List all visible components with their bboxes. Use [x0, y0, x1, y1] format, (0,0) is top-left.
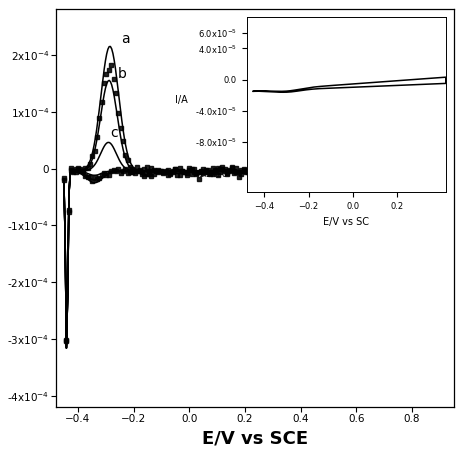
X-axis label: E/V vs SCE: E/V vs SCE — [201, 429, 308, 447]
Text: c: c — [110, 126, 118, 140]
Text: a: a — [121, 32, 130, 46]
Text: b: b — [118, 67, 127, 81]
